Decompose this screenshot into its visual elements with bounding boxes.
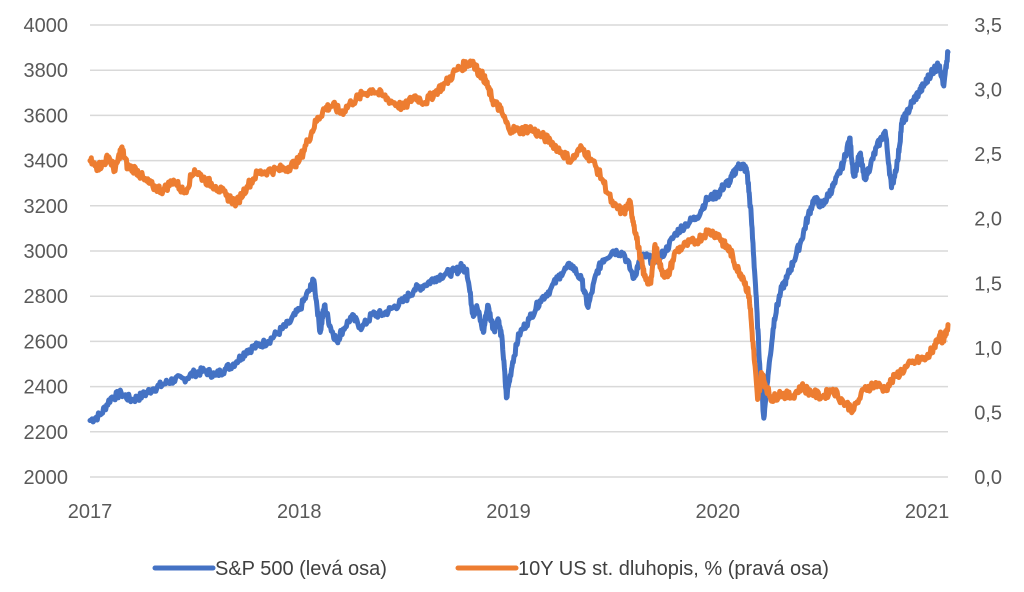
left-tick-label: 2800: [24, 286, 69, 308]
right-tick-label: 0,5: [974, 402, 1002, 424]
right-tick-label: 2,5: [974, 144, 1002, 166]
series-line-2: [87, 58, 951, 416]
left-tick-label: 3000: [24, 241, 69, 263]
x-tick-label: 2020: [696, 501, 741, 523]
legend: S&P 500 (levá osa) 10Y US st. dluhopis, %…: [152, 558, 829, 580]
series-line-1: [87, 49, 951, 425]
left-tick-label: 3200: [24, 196, 69, 218]
right-tick-label: 2,0: [974, 209, 1002, 231]
left-tick-label: 4000: [24, 15, 69, 37]
gridlines: [90, 24, 948, 478]
left-tick-label: 2400: [24, 377, 69, 399]
right-tick-label: 3,0: [974, 80, 1002, 102]
right-tick-label: 1,0: [974, 338, 1002, 360]
legend-label: 10Y US st. dluhopis, % (pravá osa): [518, 558, 829, 580]
left-tick-label: 2200: [24, 422, 69, 444]
x-axis-ticks: 2017 2018 2019 2020 2021: [68, 501, 950, 523]
x-tick-label: 2017: [68, 501, 113, 523]
right-tick-label: 0,0: [974, 467, 1002, 489]
right-axis-ticks: 0,0 0,5 1,0 1,5 2,0 2,5 3,0 3,5: [974, 15, 1002, 489]
x-tick-label: 2018: [277, 501, 322, 523]
right-tick-label: 1,5: [974, 273, 1002, 295]
right-tick-label: 3,5: [974, 15, 1002, 37]
series-lines: [87, 49, 951, 425]
left-tick-label: 3800: [24, 60, 69, 82]
left-tick-label: 3400: [24, 151, 69, 173]
left-tick-label: 3600: [24, 105, 69, 127]
left-tick-label: 2000: [24, 467, 69, 489]
x-tick-label: 2019: [486, 501, 531, 523]
left-axis-ticks: 2000 2200 2400 2600 2800 3000 3200 3400 3600 3800…: [24, 15, 69, 489]
left-tick-label: 2600: [24, 331, 69, 353]
x-tick-label: 2021: [905, 501, 950, 523]
legend-label: S&P 500 (levá osa): [215, 558, 387, 580]
